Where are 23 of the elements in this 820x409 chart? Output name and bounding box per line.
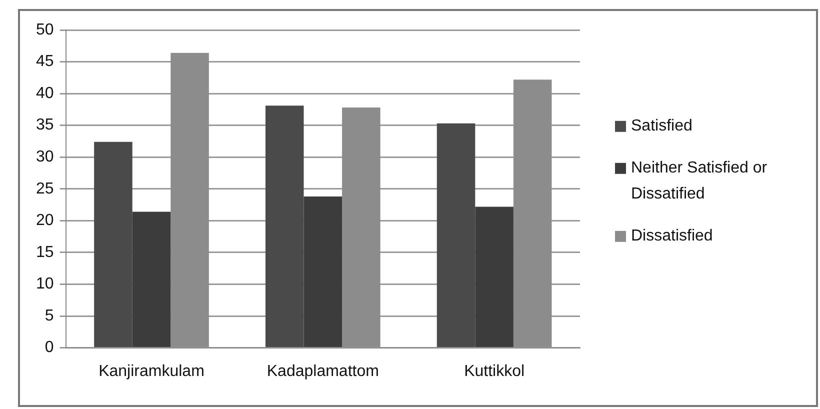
- bar: [132, 212, 171, 348]
- y-tick-label: 30: [36, 148, 54, 166]
- y-tick-label: 50: [36, 21, 54, 38]
- y-tick-label: 25: [36, 180, 54, 198]
- y-tick-label: 45: [36, 53, 54, 70]
- y-tick-label: 40: [36, 84, 54, 102]
- bar: [265, 106, 304, 348]
- legend-label: Satisfied: [631, 117, 692, 134]
- y-tick-label: 10: [36, 276, 54, 293]
- bar: [94, 142, 132, 348]
- x-tick-label: Kuttikkol: [464, 362, 525, 380]
- legend-label: Dissatisfied: [631, 227, 713, 244]
- x-tick-label: Kanjiramkulam: [98, 362, 204, 380]
- y-tick-label: 0: [44, 339, 54, 356]
- legend-label: Neither Satisfied or Dissatified: [631, 159, 768, 202]
- x-tick-label: Kadaplamattom: [266, 362, 379, 380]
- bar: [436, 123, 476, 348]
- bar: [475, 206, 514, 348]
- y-tick-label: 5: [44, 307, 54, 324]
- y-tick-label: 15: [36, 244, 54, 261]
- y-tick-label: 35: [36, 116, 54, 134]
- y-tick-label: 20: [36, 212, 54, 230]
- bar: [304, 196, 342, 348]
